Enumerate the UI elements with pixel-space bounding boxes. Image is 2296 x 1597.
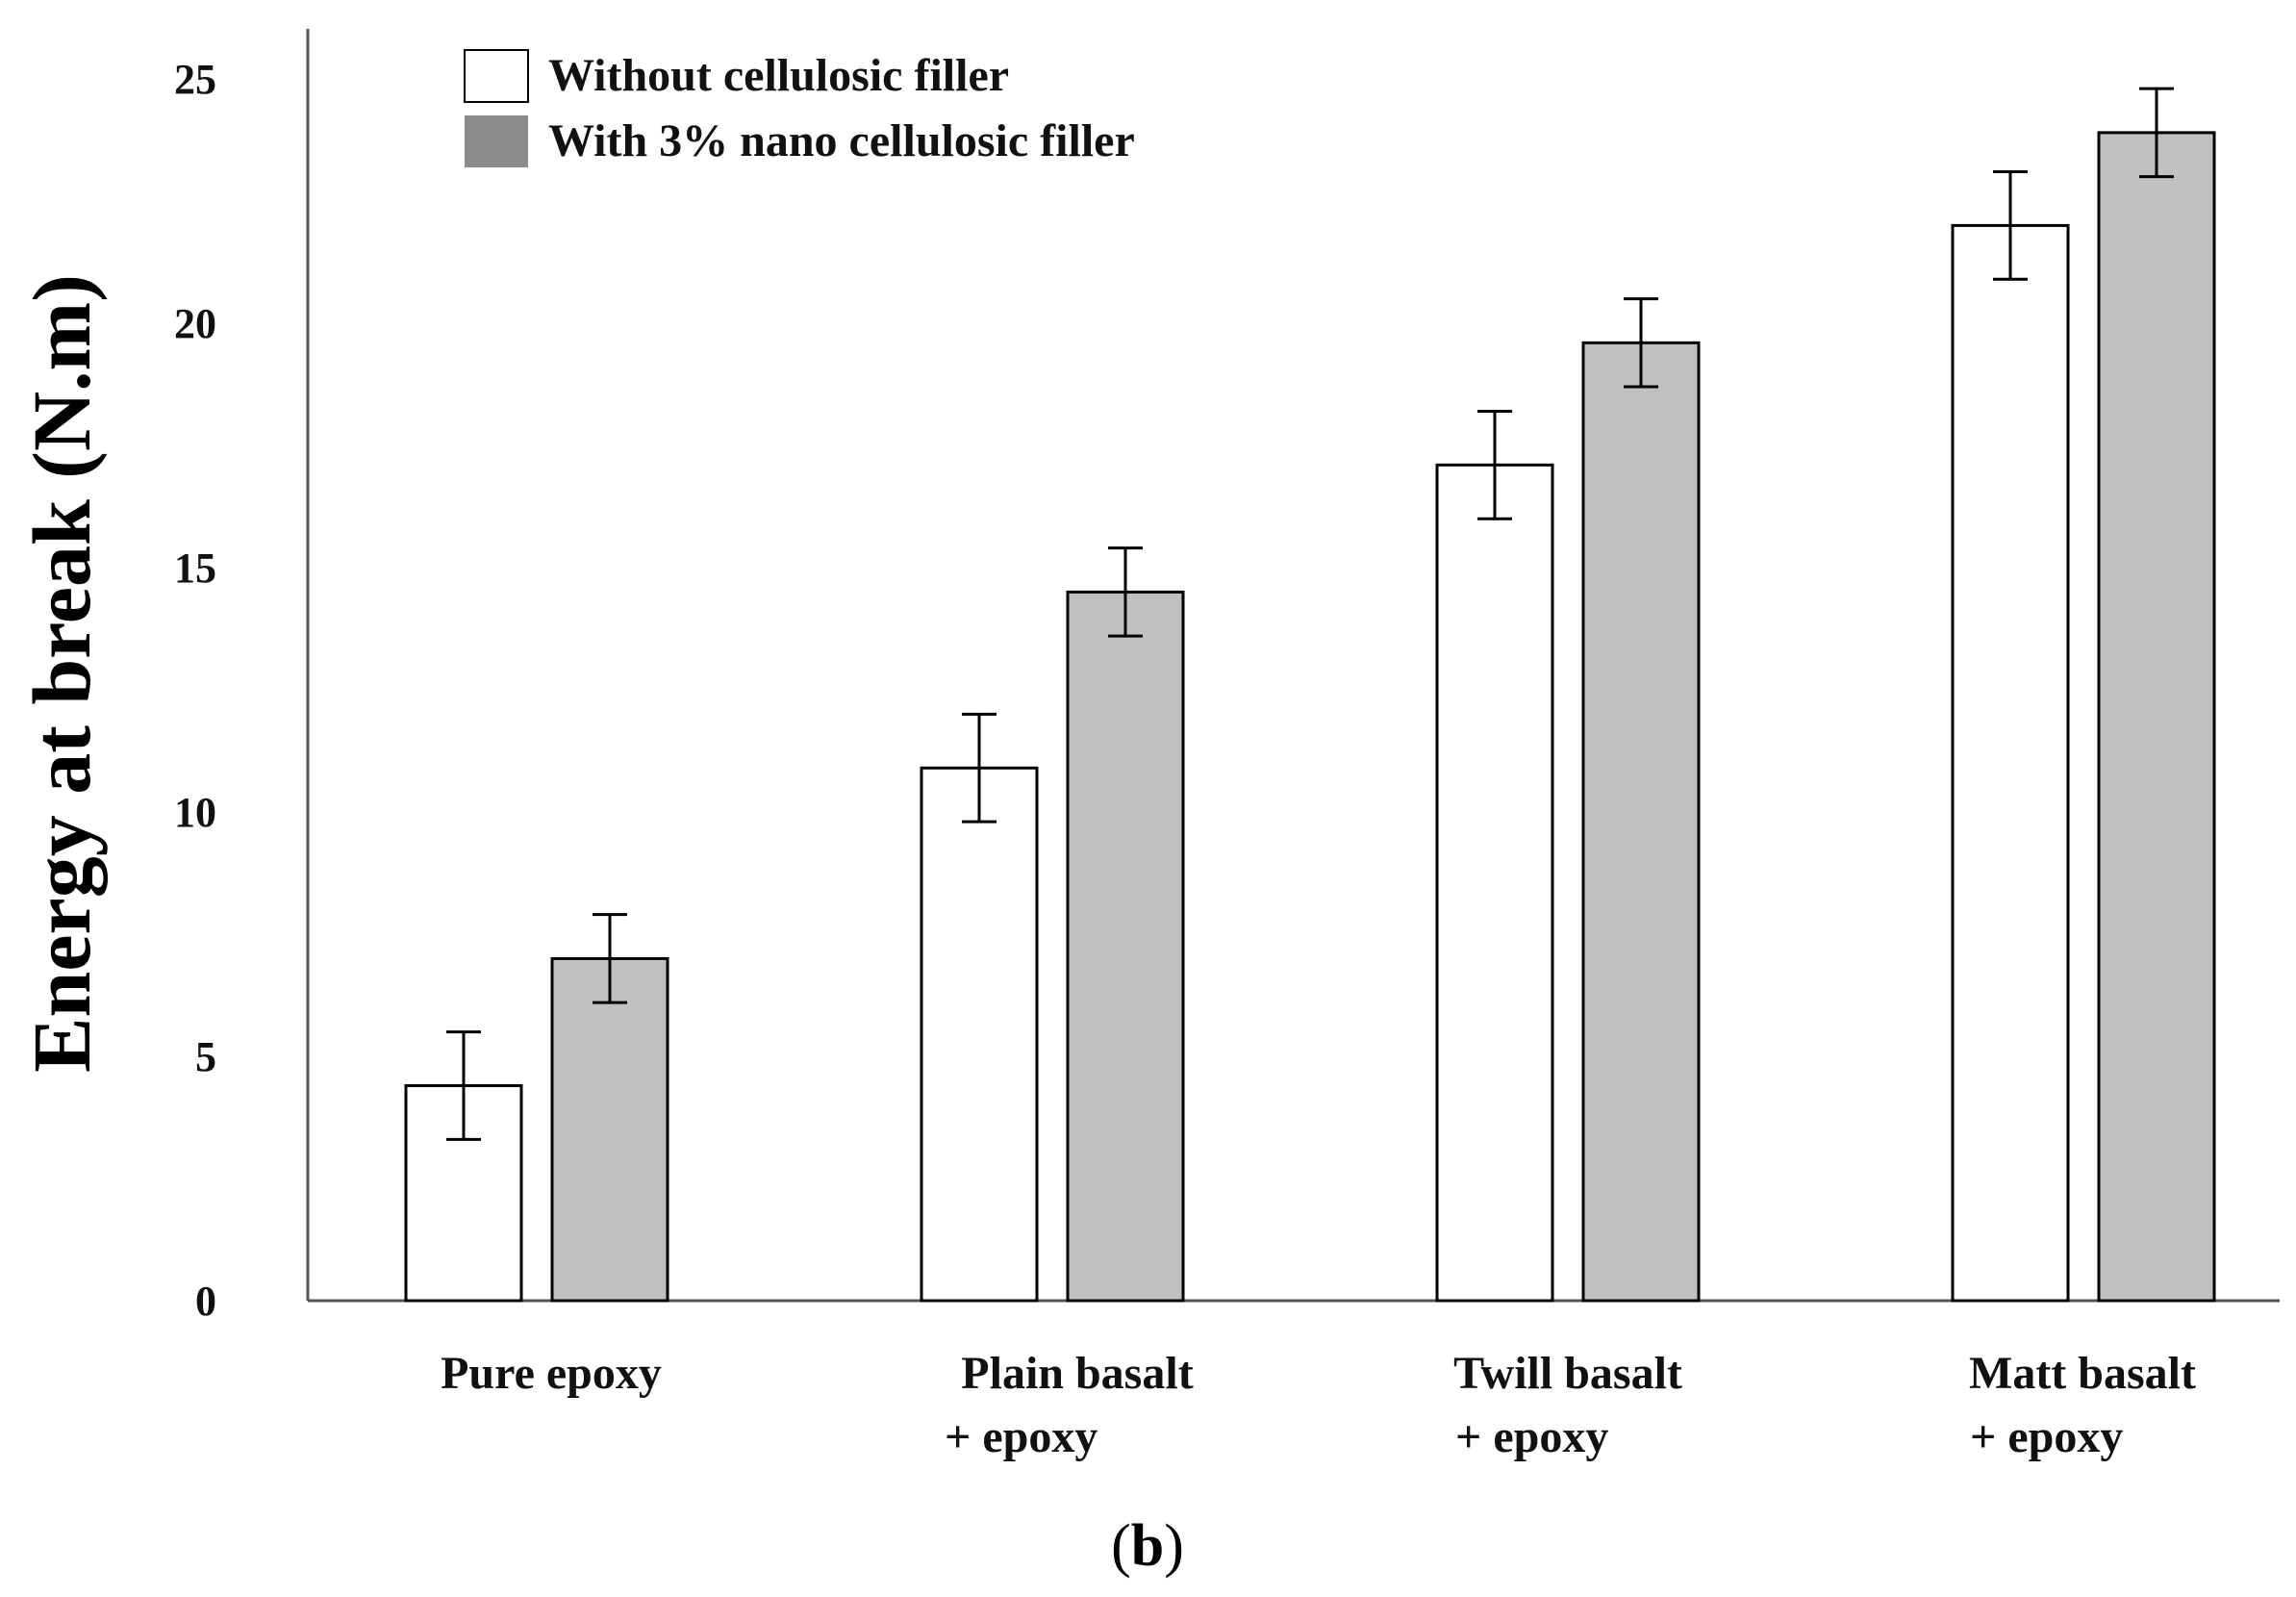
- bar-series-2: [1581, 341, 1701, 1303]
- legend-swatch: [464, 49, 529, 103]
- bar-series-1: [1951, 223, 2070, 1303]
- error-bar: [962, 712, 997, 824]
- error-bar: [1993, 170, 2028, 281]
- y-tick-label: 5: [195, 1033, 216, 1080]
- legend: Without cellulosic filler With 3% nano ce…: [464, 49, 1135, 167]
- error-bar: [593, 913, 627, 1004]
- y-tick-labels: 0 5 10 15 20 25: [174, 56, 216, 1325]
- y-tick-label: 20: [174, 300, 216, 347]
- category-label: Plain basalt + epoxy: [945, 1348, 1194, 1462]
- error-bar: [1108, 546, 1143, 638]
- bar-series-2: [1066, 590, 1185, 1303]
- bars: [404, 131, 2216, 1303]
- panel-label: (b): [1111, 1513, 1184, 1579]
- category-label: Pure epoxy: [441, 1348, 662, 1399]
- error-bar: [2139, 87, 2174, 179]
- y-tick-label: 10: [174, 789, 216, 836]
- error-bar: [1624, 297, 1658, 389]
- y-tick-label: 25: [174, 56, 216, 103]
- bar-series-2: [2097, 131, 2216, 1303]
- error-bar: [1477, 409, 1512, 520]
- legend-label: With 3% nano cellulosic filler: [548, 115, 1135, 166]
- error-bars: [446, 87, 2174, 1141]
- y-tick-label: 15: [174, 545, 216, 592]
- y-tick-label: 0: [195, 1278, 216, 1325]
- category-label: Matt basalt + epoxy: [1969, 1348, 2196, 1462]
- legend-item: With 3% nano cellulosic filler: [465, 115, 1135, 167]
- bar-series-1: [920, 766, 1039, 1303]
- legend-item: Without cellulosic filler: [464, 49, 1009, 103]
- legend-label: Without cellulosic filler: [548, 50, 1009, 101]
- legend-swatch: [465, 115, 528, 167]
- bar-series-2: [550, 956, 669, 1303]
- category-label: Twill basalt + epoxy: [1453, 1348, 1682, 1462]
- y-axis-label: Energy at break (N.m): [15, 274, 108, 1073]
- error-bar: [446, 1030, 481, 1141]
- bar-series-1: [1435, 463, 1554, 1303]
- category-labels: Pure epoxy Plain basalt + epoxy Twill basal…: [441, 1348, 2196, 1462]
